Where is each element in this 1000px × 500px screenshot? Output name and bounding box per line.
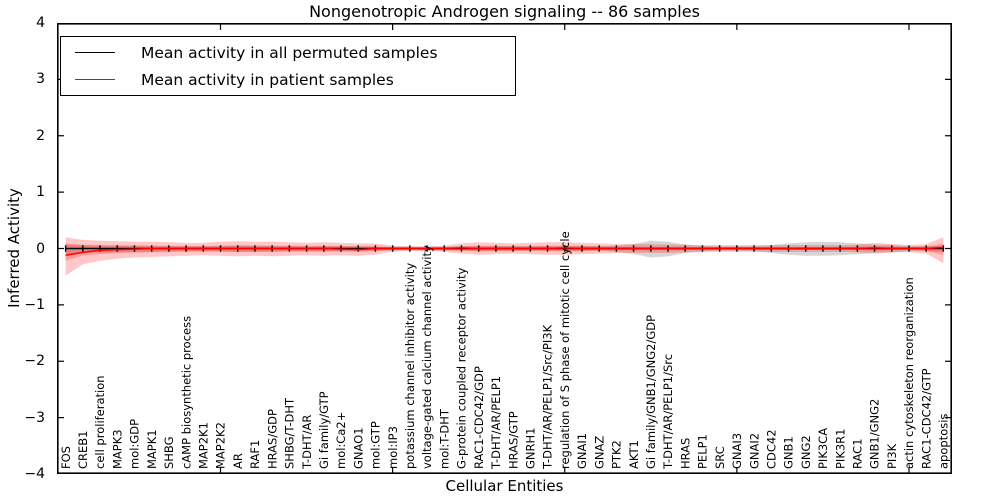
- x-category-label: voltage-gated calcium channel activity: [420, 245, 434, 469]
- axes-frame: [57, 23, 952, 474]
- x-category-label: GNB1/GNG2: [868, 399, 882, 469]
- x-category-label: T-DHT/AR/PELP1/Src/PI3K: [541, 324, 555, 470]
- x-category-label: RAC1-CDC42/GTP: [919, 368, 933, 469]
- x-category-label: GNAI3: [730, 433, 744, 469]
- patient-mean-line: [65, 246, 944, 257]
- y-tick-label: 3: [36, 71, 45, 88]
- x-category-label: T-DHT/AR/PELP1/Src: [661, 354, 675, 470]
- legend-box: Mean activity in all permuted samples Me…: [60, 36, 516, 96]
- x-category-label: PI3K: [885, 443, 899, 469]
- x-category-label: mol:T-DHT: [437, 408, 451, 469]
- x-category-label: HRAS: [678, 438, 692, 469]
- legend-label-permuted: Mean activity in all permuted samples: [141, 43, 438, 62]
- y-tick-label: −1: [24, 296, 45, 313]
- legend-line-black: [75, 52, 115, 53]
- x-category-label: HRAS/GTP: [506, 411, 520, 469]
- x-category-label: mol:GTP: [369, 421, 383, 469]
- x-axis-label: Cellular Entities: [445, 477, 564, 495]
- x-category-label: PTK2: [610, 440, 624, 469]
- y-tick-label: −4: [24, 466, 45, 482]
- x-category-label: mol:Ca2+: [334, 412, 348, 469]
- chart-title: Nongenotropic Androgen signaling -- 86 s…: [309, 2, 700, 21]
- x-category-label: MAPK1: [145, 429, 159, 469]
- x-category-label: AKT1: [627, 440, 641, 469]
- x-category-label: RAF1: [248, 440, 262, 469]
- x-category-label: CREB1: [76, 431, 90, 470]
- chart-canvas: FOS CREB1 cell proliferation MAPK3 mol:GDP MA…: [57, 23, 952, 474]
- x-category-label: SHBG: [162, 436, 176, 469]
- x-category-label: PELP1: [696, 434, 710, 469]
- legend-line-red: [75, 79, 115, 80]
- x-category-label: GNAZ: [592, 436, 606, 469]
- y-axis-tick-labels: 4 3 2 1 0 −1 −2 −3 −4: [0, 16, 52, 481]
- x-category-label: GNB1: [782, 436, 796, 469]
- x-category-label: GNAI2: [747, 433, 761, 469]
- x-category-label: T-DHT/AR: [300, 415, 314, 470]
- x-category-label: mol:IP3: [386, 426, 400, 469]
- x-category-label: RAC1-CDC42/GDP: [472, 366, 486, 469]
- x-category-label: Gi family/GTP: [317, 391, 331, 469]
- y-tick-label: 1: [36, 184, 45, 201]
- legend-label-patient: Mean activity in patient samples: [141, 70, 394, 89]
- x-category-label: actin cytoskeleton reorganization: [902, 277, 916, 469]
- x-category-label: G-protein coupled receptor activity: [455, 267, 469, 469]
- x-category-label: MAPK3: [110, 429, 124, 469]
- x-category-label: PIK3R1: [833, 429, 847, 470]
- x-category-label: GNAI1: [575, 433, 589, 469]
- x-category-label: PIK3CA: [816, 428, 830, 469]
- x-category-label: RAC1: [851, 438, 865, 469]
- patient-confidence-band-outer: [65, 237, 944, 276]
- x-category-label: SRC: [713, 446, 727, 469]
- x-category-label: MAP2K2: [214, 422, 228, 469]
- plot-area: FOS CREB1 cell proliferation MAPK3 mol:GDP MA…: [57, 23, 952, 474]
- y-tick-label: −3: [24, 409, 45, 426]
- x-category-label: Gi family/GNB1/GNG2/GDP: [644, 315, 658, 469]
- x-category-label: CDC42: [764, 429, 778, 469]
- x-category-label: AR: [231, 453, 245, 469]
- x-category-label: SHBG/T-DHT: [283, 397, 297, 469]
- x-category-label: HRAS/GDP: [265, 409, 279, 469]
- x-category-label: regulation of S phase of mitotic cell cy…: [558, 231, 572, 469]
- x-category-label: T-DHT/AR/PELP1: [489, 376, 503, 470]
- patient-confidence-band-inner: [65, 243, 944, 261]
- y-tick-label: 0: [36, 240, 45, 257]
- y-tick-label: −2: [24, 353, 45, 370]
- x-category-label: FOS: [59, 446, 73, 469]
- legend-item-patient: Mean activity in patient samples: [61, 66, 515, 93]
- x-category-label: mol:GDP: [128, 419, 142, 469]
- y-tick-label: 2: [36, 127, 45, 144]
- x-category-label: apoptosis: [937, 414, 951, 469]
- x-category-label: MAP2K1: [196, 422, 210, 469]
- x-category-label: GNRH1: [524, 428, 538, 469]
- x-category-label: potassium channel inhibitor activity: [403, 263, 417, 469]
- x-category-label: GNAO1: [351, 427, 365, 469]
- y-tick-label: 4: [36, 15, 45, 31]
- x-category-label: cAMP biosynthetic process: [179, 316, 193, 469]
- x-category-label: cell proliferation: [93, 375, 107, 469]
- x-category-label: GNG2: [799, 435, 813, 469]
- legend-item-permuted: Mean activity in all permuted samples: [61, 39, 515, 66]
